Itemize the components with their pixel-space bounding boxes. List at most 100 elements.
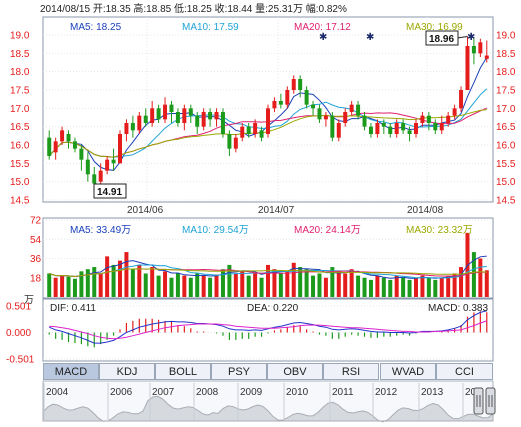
timeline-year-label: 2009 (240, 387, 263, 398)
candle-down (259, 130, 264, 138)
timeline-year-label: 2012 (375, 387, 398, 398)
price-tick-label-left: 14.5 (10, 196, 30, 207)
candle-down (208, 112, 213, 120)
price-tick-label-right: 18.0 (496, 67, 516, 78)
candle-up (163, 104, 168, 120)
price-tick-label-right: 15.5 (496, 159, 516, 170)
candle-down (356, 104, 361, 116)
price-annotations: 14.91 18.96 (93, 30, 468, 199)
candle-down (246, 126, 251, 134)
price-panel-frame (42, 16, 494, 203)
volume-bar-down (156, 275, 161, 297)
price-tick-label-right: 18.5 (496, 49, 516, 60)
tab-cci[interactable]: CCI (436, 363, 493, 380)
date-label: 2014/08 (407, 205, 444, 216)
price-tick-label-left: 18.5 (10, 49, 30, 60)
price-tick-label-left: 15.5 (10, 159, 30, 170)
candle-down (278, 101, 283, 105)
volume-bar-up (105, 256, 110, 297)
timeline-year-label: 2006 (110, 387, 133, 398)
candle-up (420, 115, 425, 123)
tab-obv[interactable]: OBV (267, 363, 323, 380)
timeline-left-handle[interactable] (473, 387, 484, 415)
timeline-year-label: 2010 (286, 387, 309, 398)
candle-down (471, 46, 476, 54)
tab-boll[interactable]: BOLL (155, 363, 211, 380)
candle-down (298, 79, 303, 90)
price-tick-label-right: 16.5 (496, 122, 516, 133)
volume-bar-down (188, 277, 193, 297)
candle-up (291, 79, 296, 90)
candle-up (266, 108, 270, 134)
volume-bar-up (420, 275, 425, 297)
low-value-box (93, 183, 127, 199)
volume-bar-down (298, 267, 303, 297)
volume-tick-label: 54 (30, 235, 42, 246)
macd-tick-label: 0.000 (6, 328, 31, 339)
candle-up (478, 42, 483, 54)
candle-down (92, 174, 97, 184)
timeline-year-labels: 2004 2006 2007 2008 2009 2010 2011 2012 2013 20 (43, 383, 477, 420)
volume-bar-down (66, 276, 71, 297)
volume-bar-up (253, 273, 258, 297)
volume-bar-down (278, 273, 283, 297)
macd-panel-frame (42, 298, 494, 362)
timeline-year-label: 2011 (332, 387, 354, 398)
candle-down (433, 123, 438, 131)
price-y-axis: 19.0 19.0 18.5 18.5 18.0 18.0 17.5 17.5 17.0 17.0… (10, 31, 516, 207)
volume-bar-up (137, 264, 142, 297)
candle-down (220, 112, 225, 134)
candle-up (150, 108, 155, 123)
candle-down (66, 134, 71, 142)
volume-bar-down (368, 279, 373, 297)
date-label: 2014/07 (258, 205, 295, 216)
ma30-label: MA30: 16.99 (406, 22, 463, 33)
volume-ma10-line (49, 264, 487, 279)
macd-tick-label: -0.501 (6, 355, 35, 366)
volume-bar-up (349, 269, 354, 297)
tab-wvad[interactable]: WVAD (380, 363, 436, 380)
dif-label: DIF: 0.411 (50, 303, 96, 314)
volume-bar-up (118, 260, 122, 297)
candle-up (323, 115, 328, 120)
candle-up (439, 123, 444, 131)
volume-bar-down (169, 277, 174, 297)
volume-bar-down (407, 279, 412, 297)
price-tick-label-left: 16.5 (10, 122, 30, 133)
macd-legend: DIF: 0.411 DEA: 0.220 MACD: 0.383 (50, 303, 488, 314)
price-tick-label-left: 16.0 (10, 141, 30, 152)
tab-psy[interactable]: PSY (211, 363, 267, 380)
price-tick-label-left: 19.0 (10, 31, 30, 42)
candle-down (79, 148, 84, 160)
candle-down (72, 141, 77, 149)
volume-bar-down (195, 273, 200, 297)
price-grid (43, 17, 493, 202)
candle-down (426, 115, 431, 123)
candle-up (343, 112, 348, 123)
timeline-year-label: 2004 (46, 387, 69, 398)
candle-up (484, 55, 489, 59)
candle-up (459, 90, 464, 109)
volume-bar-up (124, 252, 129, 297)
quote-header: 2014/08/15 开:18.35 高:18.85 低:18.25 收:18.… (40, 2, 347, 15)
timeline-handles[interactable] (473, 387, 496, 415)
candle-down (388, 126, 393, 134)
volume-bar-up (266, 264, 270, 297)
volume-bar-up (150, 267, 155, 297)
tab-kdj[interactable]: KDJ (99, 363, 155, 380)
vol-ma30-label: MA30: 23.32万 (406, 225, 473, 236)
volume-bar-down (381, 277, 386, 297)
volume-bar-down (433, 279, 438, 297)
tab-macd[interactable]: MACD (43, 363, 99, 380)
price-tick-label-left: 17.0 (10, 104, 30, 115)
timeline-right-handle[interactable] (485, 387, 496, 415)
candle-up (452, 108, 457, 116)
volume-ma-lines (49, 255, 487, 279)
volume-bar-up (233, 273, 238, 297)
candle-up (60, 130, 65, 142)
tab-rsi[interactable]: RSI (323, 363, 379, 380)
candle-up (375, 123, 380, 134)
macd-y-axis: 0.501 0.000 -0.501 (6, 302, 35, 366)
event-marker-star: ✱ (467, 32, 475, 43)
vol-ma5-label: MA5: 33.49万 (70, 225, 131, 236)
